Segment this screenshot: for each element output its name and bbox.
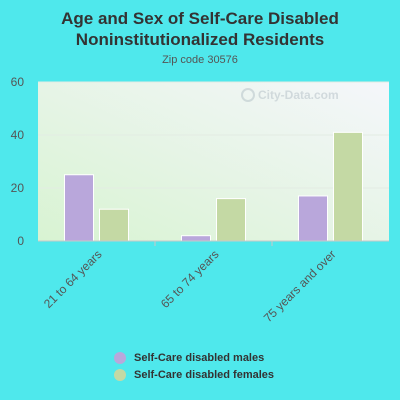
x-tick-label-21-64: 21 to 64 years bbox=[41, 247, 105, 311]
bar-65-74-male[interactable] bbox=[181, 235, 211, 242]
legend-label-males: Self-Care disabled males bbox=[134, 351, 265, 364]
legend-item-males: Self-Care disabled males bbox=[114, 349, 274, 366]
legend-swatch-females bbox=[114, 368, 126, 381]
watermark-text: City-Data.com bbox=[258, 88, 339, 102]
y-tick-label: 60 bbox=[11, 75, 25, 89]
bar-65-74-female[interactable] bbox=[216, 198, 246, 242]
bar-75-over-female[interactable] bbox=[333, 131, 363, 242]
chart-subtitle: Zip code 30576 bbox=[162, 54, 238, 66]
legend-swatch-males bbox=[114, 351, 126, 364]
legend-item-females: Self-Care disabled females bbox=[114, 366, 274, 383]
legend-label-females: Self-Care disabled females bbox=[134, 368, 275, 381]
bar-21-64-male[interactable] bbox=[64, 174, 94, 242]
chart-title: Age and Sex of Self-Care Disabled Noninst… bbox=[61, 9, 339, 49]
y-tick-label: 20 bbox=[11, 181, 25, 195]
bar-21-64-female[interactable] bbox=[99, 208, 129, 242]
x-tick-label-75-over: 75 years and over bbox=[261, 247, 339, 325]
x-tick-label-65-74: 65 to 74 years bbox=[158, 247, 222, 311]
watermark: City-Data.com bbox=[241, 88, 339, 102]
bar-75-over-male[interactable] bbox=[298, 195, 328, 242]
y-tick-label: 0 bbox=[17, 234, 24, 248]
y-tick-label: 40 bbox=[11, 128, 25, 142]
plot-area bbox=[38, 82, 389, 241]
legend: Self-Care disabled males Self-Care disab… bbox=[114, 349, 274, 383]
watermark-magnifier-icon bbox=[241, 88, 255, 102]
